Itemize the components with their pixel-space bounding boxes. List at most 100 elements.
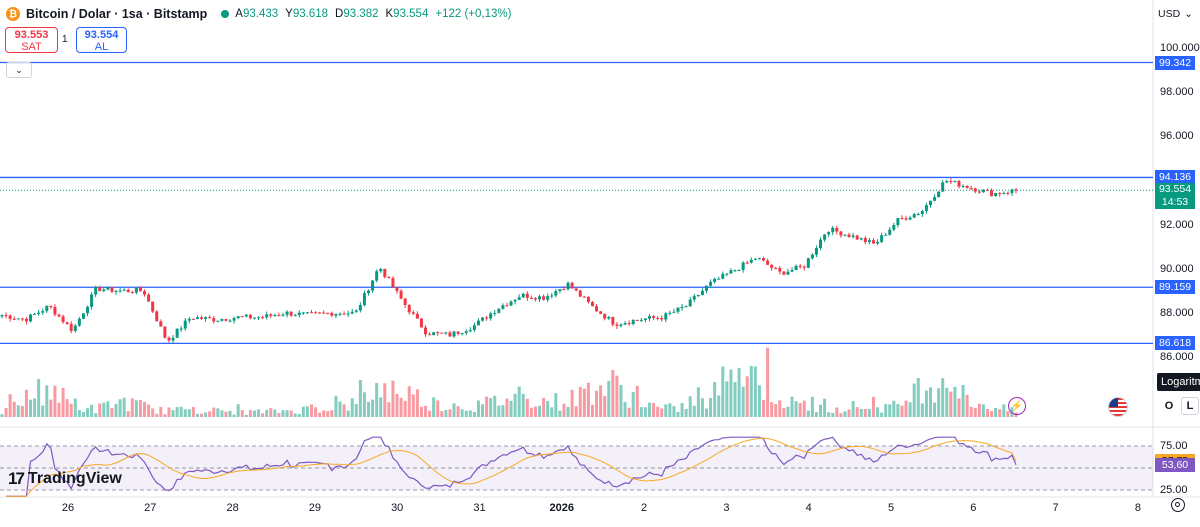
volume-bar xyxy=(717,395,721,417)
candle-body xyxy=(20,318,24,320)
volume-bar xyxy=(994,407,998,417)
volume-bar xyxy=(301,406,305,417)
volume-bar xyxy=(387,402,391,417)
volume-bar xyxy=(676,411,680,417)
buy-button[interactable]: 93.554 AL xyxy=(76,27,127,53)
level-tag-2[interactable]: 94.136 xyxy=(1155,170,1195,185)
volume-bar xyxy=(558,410,562,417)
price-tick-label: 90.000 xyxy=(1160,262,1194,275)
candle-body xyxy=(533,298,537,300)
collapse-legend-button[interactable]: ⌄ xyxy=(6,62,32,78)
candle-body xyxy=(415,313,419,319)
volume-bar xyxy=(920,403,924,417)
candle-body xyxy=(810,254,814,259)
candle-body xyxy=(558,289,562,292)
ohlc-close: K93.554 xyxy=(385,8,429,20)
volume-bar xyxy=(273,409,277,417)
volume-bar xyxy=(1006,411,1010,417)
candle-body xyxy=(521,293,525,298)
candle-body xyxy=(863,238,867,243)
candle-body xyxy=(819,239,823,249)
volume-bar xyxy=(73,398,77,417)
time-tick-label: 2026 xyxy=(549,502,575,514)
candle-body xyxy=(33,313,37,315)
volume-bar xyxy=(513,393,517,417)
volume-bar xyxy=(240,410,244,417)
candle-body xyxy=(195,317,199,320)
currency-selector[interactable]: USD ⌄ xyxy=(1158,6,1196,22)
auto-scale-button[interactable]: O xyxy=(1164,400,1174,412)
gear-icon[interactable] xyxy=(1171,498,1185,512)
candle-body xyxy=(998,192,1002,194)
candle-body xyxy=(574,288,578,291)
volume-bar xyxy=(134,400,138,417)
volume-bar xyxy=(29,399,33,417)
candle-body xyxy=(375,271,379,281)
volume-bar xyxy=(827,412,831,417)
volume-bar xyxy=(908,402,912,417)
symbol-header[interactable]: ₿ Bitcoin / Dolar · 1sa · Bitstamp A93.4… xyxy=(6,4,511,24)
volume-bar xyxy=(216,408,220,417)
volume-bar xyxy=(973,407,977,417)
volume-bar xyxy=(212,407,216,417)
candle-body xyxy=(399,290,403,299)
level-tag-3[interactable]: 89.159 xyxy=(1155,280,1195,295)
volume-bar xyxy=(411,394,415,417)
volume-bar xyxy=(419,406,423,417)
symbol-title[interactable]: Bitcoin / Dolar · 1sa · Bitstamp xyxy=(26,7,208,21)
candle-body xyxy=(98,287,102,292)
candle-body xyxy=(472,325,476,331)
candle-body xyxy=(371,280,375,291)
candle-body xyxy=(29,314,33,322)
candle-body xyxy=(314,312,318,314)
candle-body xyxy=(1014,189,1018,191)
current-price-tag: 93.554 14:53 xyxy=(1155,183,1195,210)
candle-body xyxy=(155,311,159,322)
candle-body xyxy=(916,214,920,216)
level-tag-1[interactable]: 99.342 xyxy=(1155,55,1195,70)
candle-body xyxy=(216,320,220,322)
candle-body xyxy=(252,317,256,319)
candle-body xyxy=(163,326,167,338)
volume-bar xyxy=(8,394,12,417)
sell-button[interactable]: 93.553 SAT xyxy=(5,27,58,53)
volume-bar xyxy=(705,408,709,417)
level-tag-4[interactable]: 86.618 xyxy=(1155,336,1195,351)
volume-bar xyxy=(814,412,818,417)
volume-bar xyxy=(497,405,501,417)
volume-bar xyxy=(314,407,318,417)
volume-bar xyxy=(179,406,183,417)
volume-bar xyxy=(819,404,823,417)
candle-body xyxy=(273,315,277,317)
volume-bar xyxy=(876,407,880,417)
volume-bar xyxy=(831,412,835,417)
buy-label: AL xyxy=(94,41,109,53)
candle-body xyxy=(847,234,851,237)
candle-body xyxy=(81,313,85,319)
volume-bar xyxy=(985,408,989,417)
candle-body xyxy=(130,292,134,294)
ohlc-high: Y93.618 xyxy=(285,8,328,20)
volume-bar xyxy=(505,398,509,417)
candle-body xyxy=(338,313,342,315)
lightning-event-icon[interactable]: ⚡ xyxy=(1008,397,1026,415)
volume-bar xyxy=(432,397,436,417)
volume-bar xyxy=(415,389,419,417)
volume-bar xyxy=(293,413,297,417)
candle-body xyxy=(391,278,395,288)
candle-body xyxy=(204,317,208,319)
volume-bar xyxy=(183,409,187,417)
volume-bar xyxy=(590,404,594,417)
volume-bar xyxy=(867,409,871,417)
volume-bar xyxy=(285,410,289,417)
us-flag-event-icon[interactable] xyxy=(1108,397,1128,417)
volume-bar xyxy=(839,413,843,417)
log-scale-button[interactable]: L xyxy=(1181,397,1199,415)
candle-body xyxy=(265,314,269,318)
tradingview-logo[interactable]: 17 TradingView xyxy=(8,469,122,489)
candle-body xyxy=(920,211,924,215)
volume-bar xyxy=(595,390,599,417)
candle-body xyxy=(546,296,550,300)
volume-bar xyxy=(998,409,1002,417)
